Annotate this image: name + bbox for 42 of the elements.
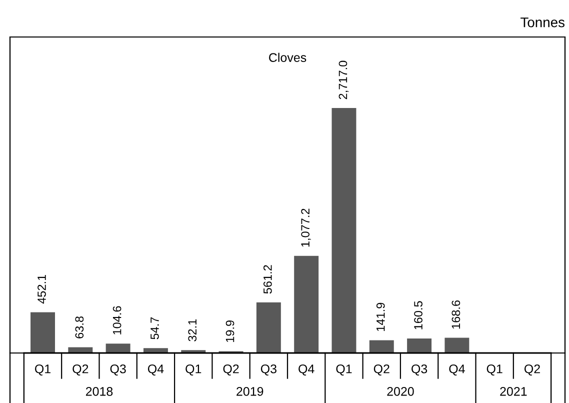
bar (332, 108, 356, 353)
data-label: 2,717.0 (338, 60, 349, 100)
bar (444, 338, 470, 353)
x-tick-label: Q3 (260, 364, 276, 376)
x-tick-label: Q3 (412, 364, 428, 376)
bar (30, 312, 55, 353)
x-tick-label: Q1 (486, 364, 502, 376)
data-label: 141.9 (376, 302, 385, 331)
data-label: 32.1 (188, 319, 197, 342)
text: 2021 (500, 387, 527, 396)
data-label: 168.6 (452, 300, 460, 329)
x-tick-label: Q1 (35, 364, 50, 376)
bar (256, 302, 281, 353)
bar (106, 344, 130, 353)
text: 2018 (86, 387, 113, 396)
text: 2020 (387, 387, 414, 396)
x-tick-label: Q2 (223, 364, 239, 376)
x-tick-label: Q4 (298, 364, 314, 376)
x-tick-label: Q4 (449, 364, 465, 376)
data-label: 1,077.2 (301, 208, 311, 247)
bar (143, 348, 168, 353)
data-label: 452.1 (38, 274, 46, 304)
bar (369, 340, 394, 353)
x-tick-label: Q2 (72, 364, 88, 376)
data-label: 160.5 (414, 301, 422, 330)
bar (407, 338, 432, 353)
x-tick-label: Q3 (110, 364, 126, 376)
data-label: 561.2 (263, 265, 272, 294)
x-tick-label: Q1 (186, 364, 202, 376)
x-tick-label: Q2 (374, 364, 390, 376)
bar (68, 347, 93, 353)
text: 2019 (236, 387, 264, 396)
text: Tonnes (520, 18, 565, 28)
data-label: 104.6 (112, 306, 122, 334)
x-tick-label: Q1 (336, 364, 352, 376)
x-tick-label: Q4 (148, 364, 164, 376)
x-tick-label: Q2 (524, 364, 540, 376)
chart-title: Cloves (269, 52, 306, 62)
data-label: 19.9 (226, 320, 234, 342)
data-label: 54.7 (150, 317, 159, 340)
data-label: 63.8 (75, 316, 84, 338)
bar (294, 256, 319, 353)
